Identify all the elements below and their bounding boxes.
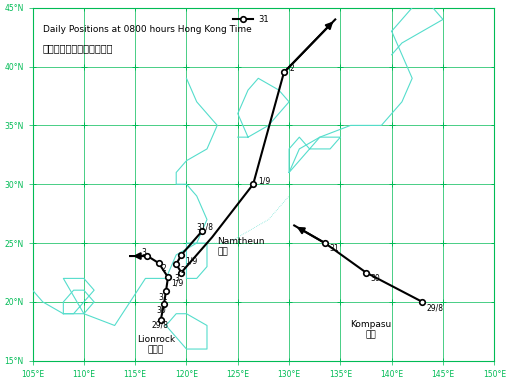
Text: 31: 31 [258, 15, 268, 24]
Text: 31: 31 [328, 244, 338, 254]
Text: 每日香港時間上午八時位置: 每日香港時間上午八時位置 [43, 43, 113, 53]
Text: 30: 30 [156, 306, 166, 315]
Text: Namtheun
南川: Namtheun 南川 [217, 237, 264, 257]
Text: 3: 3 [141, 248, 146, 257]
Text: 1/9: 1/9 [185, 256, 197, 265]
Text: 1/9: 1/9 [258, 176, 270, 185]
Text: 2: 2 [180, 266, 185, 275]
Text: 3: 3 [174, 274, 179, 283]
Text: 29/8: 29/8 [151, 321, 168, 330]
Text: 2: 2 [161, 265, 166, 273]
Text: 31: 31 [158, 293, 168, 302]
Text: 2: 2 [289, 64, 293, 74]
Text: Daily Positions at 0800 hours Hong Kong Time: Daily Positions at 0800 hours Hong Kong … [43, 25, 251, 34]
Text: 29/8: 29/8 [426, 303, 443, 312]
Text: 30: 30 [370, 274, 379, 283]
Text: 1/9: 1/9 [171, 278, 183, 288]
Text: Lionrock
獅子山: Lionrock 獅子山 [136, 335, 175, 354]
Text: Kompasu
圓規: Kompasu 圓規 [350, 319, 391, 339]
Text: 31/8: 31/8 [196, 222, 213, 231]
